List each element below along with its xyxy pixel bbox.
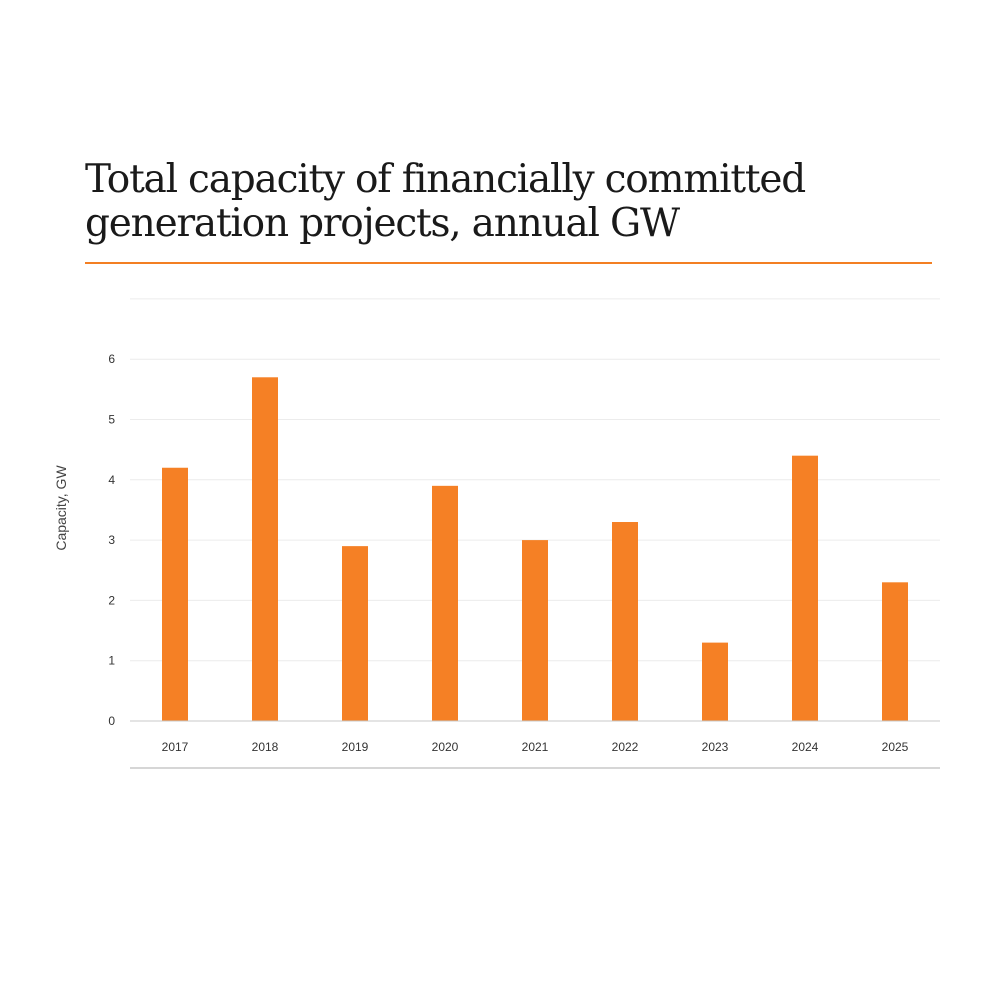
y-tick-label: 4	[108, 473, 115, 487]
y-tick-label: 0	[108, 714, 115, 728]
x-axis-ticks: 2017 2018 2019 2020 2021 2022 2023 2024 2025	[162, 740, 909, 754]
bar-2023	[702, 642, 728, 721]
bar-2020	[432, 485, 458, 721]
bar-2025	[882, 582, 908, 721]
x-tick-label: 2022	[612, 740, 639, 754]
y-tick-label: 5	[108, 413, 115, 427]
y-axis-title: Capacity, GW	[53, 465, 69, 551]
bar-2021	[522, 540, 548, 721]
y-tick-label: 1	[108, 654, 115, 668]
bar-2018	[252, 377, 278, 721]
x-tick-label: 2017	[162, 740, 189, 754]
bars	[162, 377, 908, 721]
x-tick-label: 2018	[252, 740, 279, 754]
x-tick-label: 2025	[882, 740, 909, 754]
bar-2017	[162, 467, 188, 721]
bar-2019	[342, 546, 368, 721]
y-tick-label: 3	[108, 533, 115, 547]
y-tick-label: 6	[108, 352, 115, 366]
bar-2022	[612, 522, 638, 721]
chart-title: Total capacity of financially committed …	[85, 157, 806, 246]
x-tick-label: 2021	[522, 740, 549, 754]
bar-2024	[792, 455, 818, 721]
title-divider	[85, 262, 932, 264]
x-tick-label: 2020	[432, 740, 459, 754]
y-tick-label: 2	[108, 593, 115, 607]
y-axis-ticks: 0 1 2 3 4 5 6	[108, 352, 115, 728]
x-tick-label: 2024	[792, 740, 819, 754]
x-tick-label: 2023	[702, 740, 729, 754]
x-tick-label: 2019	[342, 740, 369, 754]
